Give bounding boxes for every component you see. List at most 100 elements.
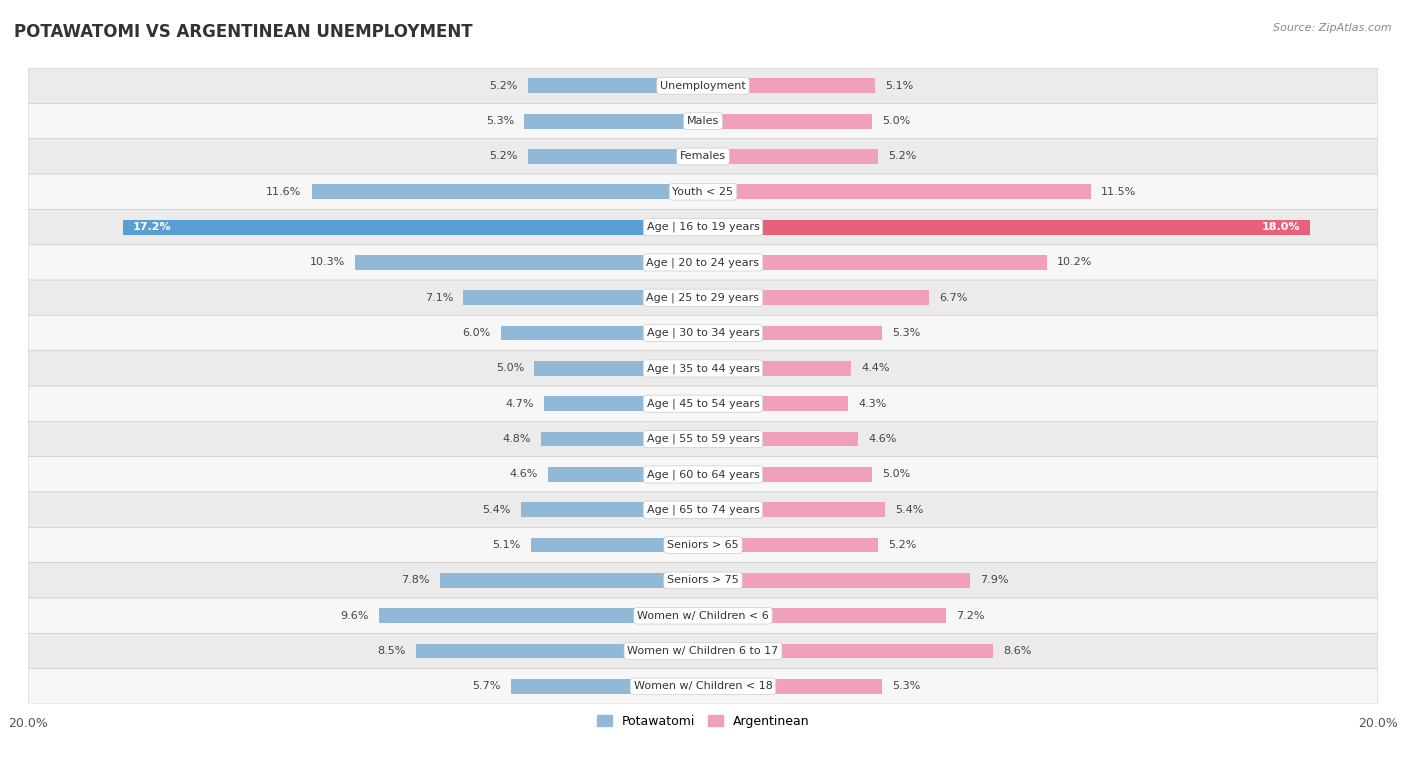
FancyBboxPatch shape [28, 386, 1378, 422]
FancyBboxPatch shape [28, 245, 1378, 280]
Text: 4.7%: 4.7% [506, 399, 534, 409]
FancyBboxPatch shape [28, 139, 1378, 174]
Bar [122, 220, 703, 235]
Text: Age | 35 to 44 years: Age | 35 to 44 years [647, 363, 759, 374]
FancyBboxPatch shape [28, 280, 1378, 316]
Bar [501, 326, 703, 341]
Bar [356, 255, 703, 269]
Text: 10.3%: 10.3% [311, 257, 346, 267]
Text: Seniors > 65: Seniors > 65 [668, 540, 738, 550]
Text: 6.0%: 6.0% [463, 328, 491, 338]
FancyBboxPatch shape [28, 668, 1378, 704]
Bar [703, 431, 858, 447]
Text: 11.5%: 11.5% [1101, 187, 1136, 197]
Bar [703, 679, 882, 693]
FancyBboxPatch shape [28, 456, 1378, 492]
Text: 5.2%: 5.2% [889, 151, 917, 161]
FancyBboxPatch shape [28, 528, 1378, 562]
Text: 4.3%: 4.3% [858, 399, 887, 409]
Bar [703, 537, 879, 553]
FancyBboxPatch shape [28, 68, 1378, 104]
Bar [703, 79, 875, 93]
Bar [703, 326, 882, 341]
Text: 6.7%: 6.7% [939, 293, 967, 303]
Bar [544, 397, 703, 411]
Bar [703, 503, 886, 517]
Text: 7.2%: 7.2% [956, 611, 984, 621]
FancyBboxPatch shape [28, 492, 1378, 528]
Text: Age | 25 to 29 years: Age | 25 to 29 years [647, 292, 759, 303]
Text: 7.8%: 7.8% [401, 575, 430, 585]
Text: 7.1%: 7.1% [425, 293, 453, 303]
Text: 4.6%: 4.6% [869, 434, 897, 444]
Text: 5.3%: 5.3% [486, 116, 515, 126]
FancyBboxPatch shape [28, 104, 1378, 139]
Bar [703, 255, 1047, 269]
Text: POTAWATOMI VS ARGENTINEAN UNEMPLOYMENT: POTAWATOMI VS ARGENTINEAN UNEMPLOYMENT [14, 23, 472, 41]
Text: Seniors > 75: Seniors > 75 [666, 575, 740, 585]
Bar [524, 114, 703, 129]
Bar [520, 503, 703, 517]
Text: Women w/ Children < 6: Women w/ Children < 6 [637, 611, 769, 621]
FancyBboxPatch shape [28, 350, 1378, 386]
Text: 5.0%: 5.0% [882, 469, 910, 479]
Bar [703, 573, 970, 587]
Bar [380, 609, 703, 623]
Bar [703, 467, 872, 481]
Text: 5.7%: 5.7% [472, 681, 501, 691]
Bar [534, 361, 703, 375]
Text: 4.6%: 4.6% [509, 469, 537, 479]
Bar [703, 114, 872, 129]
Text: 5.0%: 5.0% [882, 116, 910, 126]
Text: 11.6%: 11.6% [266, 187, 301, 197]
Text: Age | 16 to 19 years: Age | 16 to 19 years [647, 222, 759, 232]
Text: 5.0%: 5.0% [496, 363, 524, 373]
Text: Age | 30 to 34 years: Age | 30 to 34 years [647, 328, 759, 338]
Text: Age | 55 to 59 years: Age | 55 to 59 years [647, 434, 759, 444]
Bar [312, 185, 703, 199]
Text: Females: Females [681, 151, 725, 161]
Text: 10.2%: 10.2% [1057, 257, 1092, 267]
FancyBboxPatch shape [28, 316, 1378, 350]
Bar [548, 467, 703, 481]
FancyBboxPatch shape [28, 422, 1378, 456]
Bar [703, 361, 852, 375]
FancyBboxPatch shape [28, 634, 1378, 668]
Bar [440, 573, 703, 587]
Bar [510, 679, 703, 693]
Text: 5.2%: 5.2% [489, 151, 517, 161]
Text: 7.9%: 7.9% [980, 575, 1008, 585]
FancyBboxPatch shape [28, 174, 1378, 210]
Text: Age | 60 to 64 years: Age | 60 to 64 years [647, 469, 759, 480]
Text: 5.1%: 5.1% [886, 81, 914, 91]
Text: Women w/ Children 6 to 17: Women w/ Children 6 to 17 [627, 646, 779, 656]
Text: 5.3%: 5.3% [891, 328, 920, 338]
Bar [703, 185, 1091, 199]
FancyBboxPatch shape [28, 210, 1378, 245]
Text: 18.0%: 18.0% [1261, 222, 1301, 232]
Text: 8.5%: 8.5% [378, 646, 406, 656]
Bar [531, 537, 703, 553]
Text: 4.8%: 4.8% [502, 434, 531, 444]
Text: Youth < 25: Youth < 25 [672, 187, 734, 197]
Text: Unemployment: Unemployment [661, 81, 745, 91]
Text: 5.1%: 5.1% [492, 540, 520, 550]
Text: 5.2%: 5.2% [889, 540, 917, 550]
Bar [703, 643, 993, 659]
FancyBboxPatch shape [28, 562, 1378, 598]
Text: Age | 20 to 24 years: Age | 20 to 24 years [647, 257, 759, 268]
Text: Males: Males [688, 116, 718, 126]
Bar [416, 643, 703, 659]
Bar [464, 291, 703, 305]
Bar [541, 431, 703, 447]
Text: 5.3%: 5.3% [891, 681, 920, 691]
Text: 5.4%: 5.4% [896, 505, 924, 515]
Bar [703, 291, 929, 305]
Bar [703, 149, 879, 164]
Text: 8.6%: 8.6% [1004, 646, 1032, 656]
Bar [703, 609, 946, 623]
Bar [703, 220, 1310, 235]
Bar [703, 397, 848, 411]
Legend: Potawatomi, Argentinean: Potawatomi, Argentinean [592, 710, 814, 733]
Text: 4.4%: 4.4% [862, 363, 890, 373]
